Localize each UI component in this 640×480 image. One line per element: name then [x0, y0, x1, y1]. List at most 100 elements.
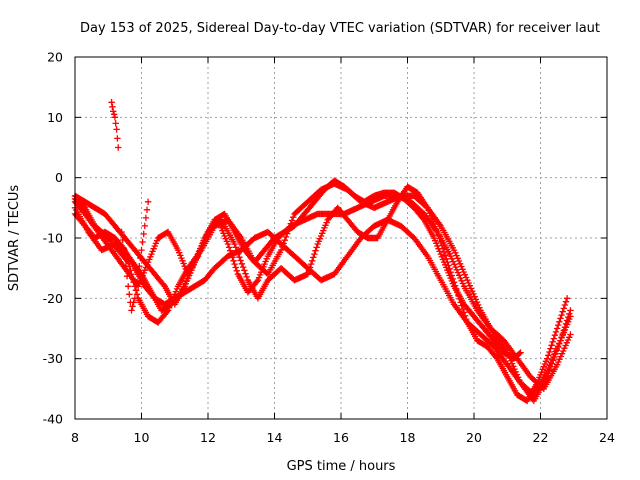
data-point	[563, 339, 570, 346]
data-point	[443, 255, 450, 262]
y-tick-label: -10	[43, 231, 63, 246]
data-point	[309, 257, 316, 264]
data-point	[493, 354, 500, 361]
data-point	[461, 312, 469, 319]
data-point	[235, 250, 242, 258]
data-point	[277, 246, 285, 254]
data-point	[282, 233, 290, 241]
data-point	[135, 271, 142, 278]
data-point	[243, 273, 250, 281]
y-tick-label: 10	[47, 110, 63, 125]
data-point	[312, 247, 319, 254]
data-point	[140, 230, 147, 238]
data-point	[133, 279, 141, 286]
data-point	[128, 307, 135, 314]
data-point	[120, 244, 127, 252]
data-point	[464, 277, 471, 284]
x-tick-label: 12	[200, 430, 216, 445]
data-point	[131, 295, 139, 302]
data-point	[560, 347, 567, 355]
y-tick-labels: 20 10 0 -10 -20 -30 -40	[43, 50, 63, 427]
y-tick-label: -20	[43, 291, 63, 306]
data-point	[311, 250, 318, 258]
data-point	[546, 348, 553, 356]
data-point	[453, 266, 460, 273]
data-point	[561, 301, 569, 309]
data-point	[109, 103, 116, 110]
axis-ticks	[74, 56, 608, 420]
data-point	[466, 282, 473, 289]
data-point	[461, 271, 469, 278]
data-point	[232, 244, 239, 251]
x-tick-label: 24	[599, 430, 615, 445]
x-axis-label: GPS time / hours	[287, 459, 396, 474]
data-point	[548, 356, 556, 363]
data-point	[455, 257, 463, 265]
data-point	[142, 214, 150, 222]
data-point	[558, 311, 565, 319]
data-point	[230, 257, 237, 264]
y-axis-label: SDTVAR / TECUs	[7, 185, 22, 292]
chart-title: Day 153 of 2025, Sidereal Day-to-day VTE…	[80, 21, 600, 36]
data-point	[313, 244, 320, 251]
data-point	[143, 206, 151, 213]
data-point	[307, 260, 315, 268]
data-point	[543, 355, 551, 362]
data-point	[440, 248, 448, 256]
data-point	[242, 270, 249, 277]
data-point	[556, 318, 563, 325]
data-point	[233, 267, 240, 274]
x-tick-label: 20	[466, 430, 482, 445]
data-point	[458, 263, 465, 270]
data-point	[141, 222, 148, 230]
data-point	[457, 274, 464, 282]
data-point	[547, 345, 554, 352]
data-point	[306, 264, 314, 271]
data-point	[567, 331, 574, 338]
data-point	[112, 120, 119, 127]
data-point	[567, 313, 574, 320]
data-point	[118, 228, 125, 236]
data-point	[136, 263, 143, 270]
data-point	[229, 254, 236, 261]
data-point	[517, 349, 524, 356]
data-point	[122, 263, 130, 270]
series-track-6	[108, 99, 122, 151]
data-point	[126, 291, 133, 298]
data-point	[557, 353, 564, 360]
data-point	[137, 254, 144, 262]
data-point	[232, 264, 239, 271]
data-point	[133, 291, 141, 298]
x-tick-label: 16	[333, 430, 349, 445]
data-point	[233, 247, 241, 254]
data-point	[304, 271, 311, 278]
data-point	[567, 307, 574, 314]
data-point	[548, 342, 555, 349]
data-point	[545, 352, 552, 359]
data-point	[434, 228, 441, 236]
data-point	[470, 290, 477, 298]
data-point	[227, 247, 234, 254]
data-point	[451, 261, 458, 268]
x-tick-labels: 8 10 12 14 16 18 20 22 24	[71, 430, 615, 445]
data-point	[253, 278, 260, 285]
y-tick-label: -40	[43, 412, 63, 427]
data-point	[557, 315, 564, 322]
data-point	[225, 244, 233, 251]
data-point	[108, 99, 115, 106]
y-tick-label: -30	[43, 351, 63, 366]
y-tick-label: 0	[55, 170, 63, 185]
series-track-4	[71, 183, 571, 405]
data-point	[436, 235, 443, 242]
data-point	[551, 351, 558, 358]
data-point	[281, 237, 288, 244]
data-point	[231, 240, 238, 248]
data-point	[463, 315, 470, 323]
data-point	[129, 303, 136, 310]
data-point	[139, 238, 146, 246]
x-tick-label: 22	[533, 430, 549, 445]
data-point	[305, 267, 313, 274]
data-point	[516, 350, 523, 357]
data-point	[290, 214, 297, 221]
y-tick-label: 20	[47, 50, 63, 65]
